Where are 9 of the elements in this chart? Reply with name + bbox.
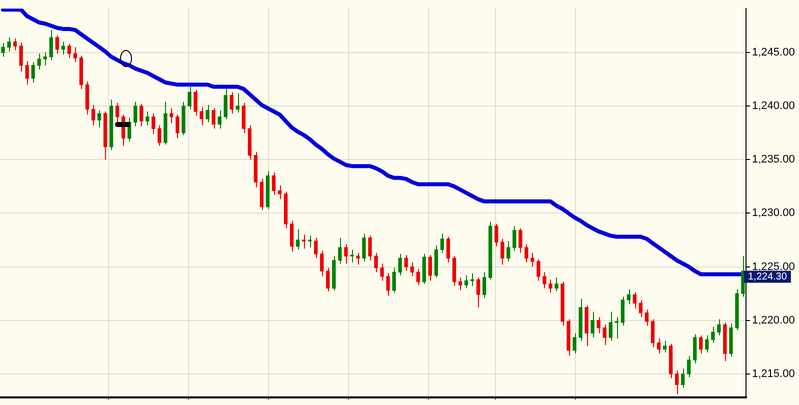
text: 1,224.30 — [748, 272, 788, 283]
y-tick-label: 1,215.00 — [752, 368, 795, 380]
y-tick-label: 1,220.00 — [752, 314, 795, 326]
candlestick — [350, 249, 354, 263]
y-tick-label: 1,230.00 — [752, 207, 795, 220]
y-tick-label: 1,225.00 — [752, 260, 795, 273]
y-tick-label: 1,245.00 — [752, 46, 795, 59]
y-tick-label: 1,240.00 — [752, 100, 795, 112]
y-tick-label: 1,235.00 — [752, 154, 795, 166]
